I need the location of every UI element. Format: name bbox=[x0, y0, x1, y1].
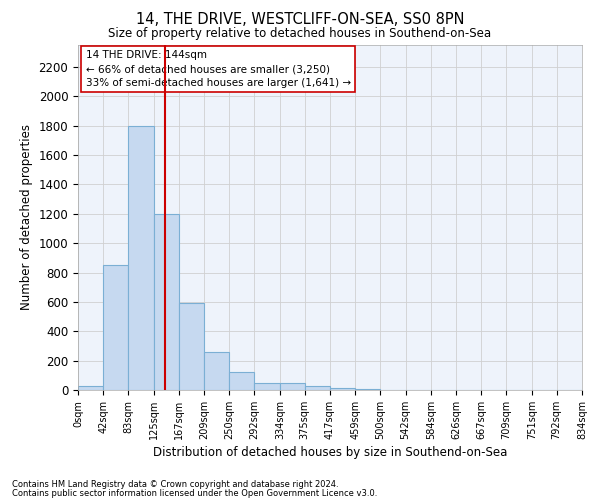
Text: Size of property relative to detached houses in Southend-on-Sea: Size of property relative to detached ho… bbox=[109, 28, 491, 40]
Text: 14, THE DRIVE, WESTCLIFF-ON-SEA, SS0 8PN: 14, THE DRIVE, WESTCLIFF-ON-SEA, SS0 8PN bbox=[136, 12, 464, 28]
Bar bbox=[305, 386, 330, 390]
Text: Contains HM Land Registry data © Crown copyright and database right 2024.: Contains HM Land Registry data © Crown c… bbox=[12, 480, 338, 489]
Bar bbox=[229, 372, 254, 390]
Bar bbox=[280, 384, 305, 390]
Bar bbox=[254, 382, 280, 390]
Bar bbox=[179, 304, 205, 390]
Bar bbox=[205, 352, 229, 390]
Bar bbox=[78, 386, 103, 390]
Text: 14 THE DRIVE: 144sqm
← 66% of detached houses are smaller (3,250)
33% of semi-de: 14 THE DRIVE: 144sqm ← 66% of detached h… bbox=[86, 50, 350, 88]
Bar bbox=[330, 388, 355, 390]
Bar bbox=[103, 265, 128, 390]
X-axis label: Distribution of detached houses by size in Southend-on-Sea: Distribution of detached houses by size … bbox=[153, 446, 507, 459]
Bar bbox=[154, 214, 179, 390]
Text: Contains public sector information licensed under the Open Government Licence v3: Contains public sector information licen… bbox=[12, 488, 377, 498]
Bar bbox=[128, 126, 154, 390]
Y-axis label: Number of detached properties: Number of detached properties bbox=[20, 124, 33, 310]
